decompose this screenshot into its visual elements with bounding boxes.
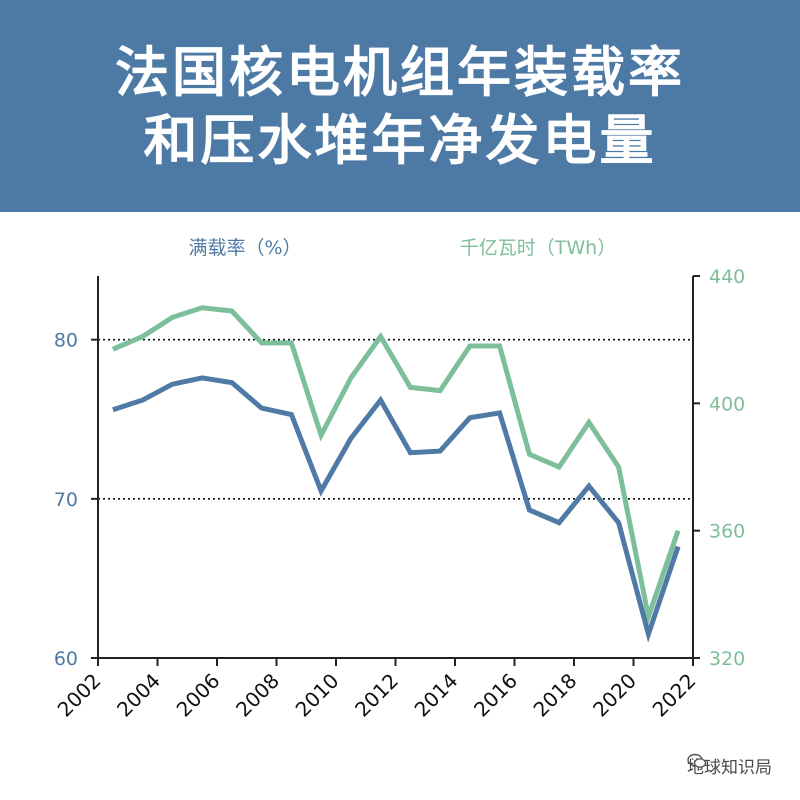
x-tick-label: 2008 [231, 669, 284, 722]
left-tick-label: 60 [54, 648, 78, 670]
left-tick-label: 80 [54, 330, 78, 352]
left-axis-label: 满载率（%） [188, 237, 301, 259]
x-tick-label: 2004 [112, 669, 165, 722]
x-tick-label: 2006 [172, 669, 225, 722]
x-tick-label: 2014 [410, 669, 463, 722]
chart-area: 满载率（%） 千亿瓦时（TWh） 60 70 80 320 360 400 440 2002 200… [0, 212, 800, 800]
series-line-load-factor [112, 375, 681, 643]
x-tick-label: 2010 [291, 669, 344, 722]
series-line-generation [111, 305, 681, 627]
x-tick-label: 2020 [588, 669, 641, 722]
title-banner: 法国核电机组年装载率 和压水堆年净发电量 [0, 0, 800, 212]
right-tick-label: 360 [709, 521, 745, 543]
chart-title-line-2: 和压水堆年净发电量 [143, 108, 657, 172]
x-tick-label: 2012 [350, 669, 403, 722]
x-tick-label: 2002 [53, 669, 106, 722]
x-tick-label: 2016 [469, 669, 522, 722]
chart-title-line-1: 法国核电机组年装载率 [115, 40, 685, 104]
left-tick-label: 70 [54, 489, 78, 511]
right-tick-label: 320 [709, 648, 745, 670]
right-tick-label: 440 [709, 266, 745, 288]
wechat-icon [687, 753, 707, 768]
right-tick-label: 400 [709, 393, 745, 415]
x-tick-label: 2018 [529, 669, 582, 722]
right-axis-label: 千亿瓦时（TWh） [460, 237, 616, 259]
x-tick-label: 2022 [648, 669, 701, 722]
watermark-text: 地球知识局 [687, 758, 772, 778]
watermark: 地球知识局 [687, 753, 772, 778]
